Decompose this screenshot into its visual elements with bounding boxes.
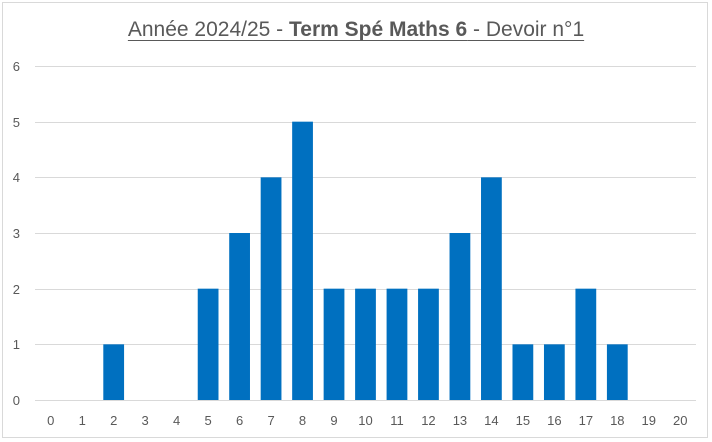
chart-title-bold: Term Spé Maths 6 — [289, 18, 468, 41]
x-tick-label: 4 — [173, 413, 180, 428]
y-tick-label: 3 — [13, 226, 20, 241]
bar-grade-16 — [543, 344, 565, 400]
chart-title-text: Année 2024/25 - Term Spé Maths 6 - Devoi… — [128, 18, 584, 41]
x-tick-label: 18 — [610, 413, 624, 428]
bar-grade-14 — [481, 177, 502, 400]
x-tick-label: 2 — [110, 413, 117, 428]
bar-grade-8 — [292, 121, 313, 401]
y-tick-label: 4 — [13, 170, 20, 185]
x-tick-label: 10 — [358, 413, 372, 428]
x-tick-label: 7 — [267, 413, 274, 428]
bar-grade-13 — [449, 233, 471, 400]
bar-grade-17 — [575, 288, 597, 400]
bar-grade-9 — [323, 288, 345, 400]
bar-grade-11 — [386, 288, 408, 400]
x-tick-label: 13 — [453, 413, 467, 428]
y-tick-label: 6 — [13, 59, 20, 74]
bar-grade-5 — [197, 288, 219, 400]
y-tick-label: 5 — [13, 115, 20, 130]
x-tick-label: 8 — [299, 413, 306, 428]
chart-title-part2: - Devoir n°1 — [467, 18, 585, 41]
x-tick-label: 15 — [516, 413, 530, 428]
x-tick-label: 17 — [579, 413, 593, 428]
x-tick-label: 19 — [642, 413, 656, 428]
bar-grade-18 — [606, 344, 628, 400]
chart-title-part1: Année 2024/25 - — [127, 18, 290, 41]
x-tick-label: 11 — [390, 413, 404, 428]
y-tick-label: 1 — [13, 337, 20, 352]
bar-grade-10 — [355, 288, 376, 400]
y-tick-label: 0 — [13, 393, 20, 408]
x-tick-label: 12 — [421, 413, 435, 428]
x-tick-label: 9 — [330, 413, 337, 428]
x-tick-label: 0 — [47, 413, 54, 428]
bar-grade-15 — [512, 344, 534, 400]
bars — [103, 121, 628, 401]
bar-grade-12 — [418, 288, 439, 400]
bar-grade-6 — [229, 233, 250, 400]
x-tick-label: 3 — [142, 413, 149, 428]
x-tick-label: 14 — [484, 413, 498, 428]
bar-grade-2 — [103, 344, 125, 400]
x-tick-label: 6 — [236, 413, 243, 428]
y-tick-label: 2 — [13, 282, 20, 297]
x-tick-label: 1 — [79, 413, 86, 428]
x-tick-label: 5 — [205, 413, 212, 428]
x-axis-ticks: 0 1 2 3 4 5 6 7 8 9 10 11 12 13 14 15 16 17 18 19 20 — [47, 413, 687, 428]
x-tick-label: 20 — [673, 413, 687, 428]
x-tick-label: 16 — [547, 413, 561, 428]
chart-title: Année 2024/25 - Term Spé Maths 6 - Devoi… — [0, 18, 712, 42]
y-axis-ticks: 0 1 2 3 4 5 6 — [13, 59, 20, 408]
bar-grade-7 — [260, 177, 282, 400]
